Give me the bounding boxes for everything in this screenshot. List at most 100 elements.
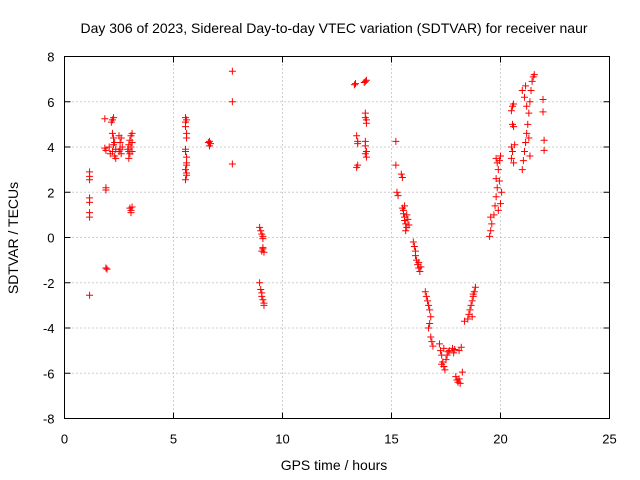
data-point (402, 220, 410, 228)
data-point (468, 313, 476, 321)
data-point (127, 209, 135, 217)
data-point (105, 143, 113, 151)
data-point (353, 132, 361, 140)
data-point (259, 235, 267, 243)
data-point (128, 129, 136, 137)
data-point (524, 120, 532, 128)
data-point (183, 116, 191, 124)
chart-title: Day 306 of 2023, Sidereal Day-to-day VTE… (80, 20, 587, 36)
data-point (410, 243, 418, 251)
data-point (427, 313, 435, 321)
data-point (466, 306, 474, 314)
data-point (426, 319, 434, 327)
data-point (421, 288, 429, 296)
data-point (259, 296, 267, 304)
data-point (117, 134, 125, 142)
x-tick-label: 5 (170, 432, 177, 447)
data-point (103, 265, 111, 273)
data-point (102, 264, 110, 272)
data-point (510, 123, 518, 131)
data-point (125, 154, 133, 162)
data-point (181, 176, 189, 184)
data-point (458, 368, 466, 376)
data-point (523, 129, 531, 137)
data-point (128, 138, 136, 146)
data-point (102, 146, 110, 154)
data-point (110, 134, 118, 142)
data-point (183, 134, 191, 142)
data-point (526, 98, 534, 106)
data-point (353, 163, 361, 171)
data-point (527, 86, 535, 94)
data-point (518, 86, 526, 94)
data-point (361, 142, 369, 150)
data-point (112, 154, 120, 162)
x-tick-label: 20 (493, 432, 507, 447)
data-point (498, 188, 506, 196)
data-point (404, 215, 412, 223)
data-point (392, 137, 400, 145)
data-point (526, 152, 534, 160)
data-point (539, 108, 547, 116)
data-point (409, 238, 417, 246)
data-point (397, 170, 405, 178)
data-point (393, 188, 401, 196)
data-point (508, 148, 516, 156)
data-point (422, 292, 430, 300)
data-point (495, 177, 503, 185)
data-point (428, 338, 436, 346)
plot-frame (64, 56, 610, 419)
data-point (399, 210, 407, 218)
data-point (464, 315, 472, 323)
data-point (444, 348, 452, 356)
data-point (86, 291, 94, 299)
y-tick-label: -2 (43, 276, 55, 291)
x-axis-label: GPS time / hours (281, 457, 388, 473)
data-point (519, 157, 527, 165)
data-point (352, 80, 360, 88)
data-point (471, 283, 479, 291)
x-tick-label: 10 (275, 432, 289, 447)
axis-ticks: 0 5 10 15 20 25 -8 -6 -4 -2 0 2 4 6 8 (43, 50, 617, 447)
data-point (425, 301, 433, 309)
x-tick-label: 0 (61, 432, 68, 447)
data-point (350, 81, 358, 89)
data-point (488, 220, 496, 228)
data-point (492, 154, 500, 162)
data-point (116, 138, 124, 146)
data-point (183, 161, 191, 169)
data-point (468, 297, 476, 305)
x-tick-label: 25 (602, 432, 616, 447)
data-point (260, 248, 268, 256)
data-point (118, 143, 126, 151)
data-point (256, 223, 264, 231)
data-point (361, 150, 369, 158)
data-point (507, 154, 515, 162)
data-point (128, 148, 136, 156)
data-point (486, 232, 494, 240)
data-point (415, 258, 423, 266)
data-point (510, 100, 518, 108)
data-point (181, 123, 189, 131)
y-tick-label: -6 (43, 366, 55, 381)
data-point (497, 152, 504, 160)
data-point (525, 109, 533, 117)
data-point (518, 166, 526, 174)
data-point (492, 193, 500, 201)
data-point (362, 76, 370, 84)
data-point (494, 206, 502, 214)
data-point (530, 71, 538, 79)
data-point (108, 129, 116, 137)
data-point (117, 150, 125, 158)
data-point (507, 107, 515, 115)
data-point (456, 379, 464, 387)
y-tick-label: -8 (43, 412, 55, 427)
data-point (540, 146, 548, 154)
data-point (110, 114, 118, 122)
data-point (497, 200, 504, 208)
data-point (181, 166, 189, 174)
data-point (260, 301, 268, 309)
data-point (525, 134, 533, 142)
data-point (86, 176, 94, 184)
data-point (455, 375, 463, 383)
